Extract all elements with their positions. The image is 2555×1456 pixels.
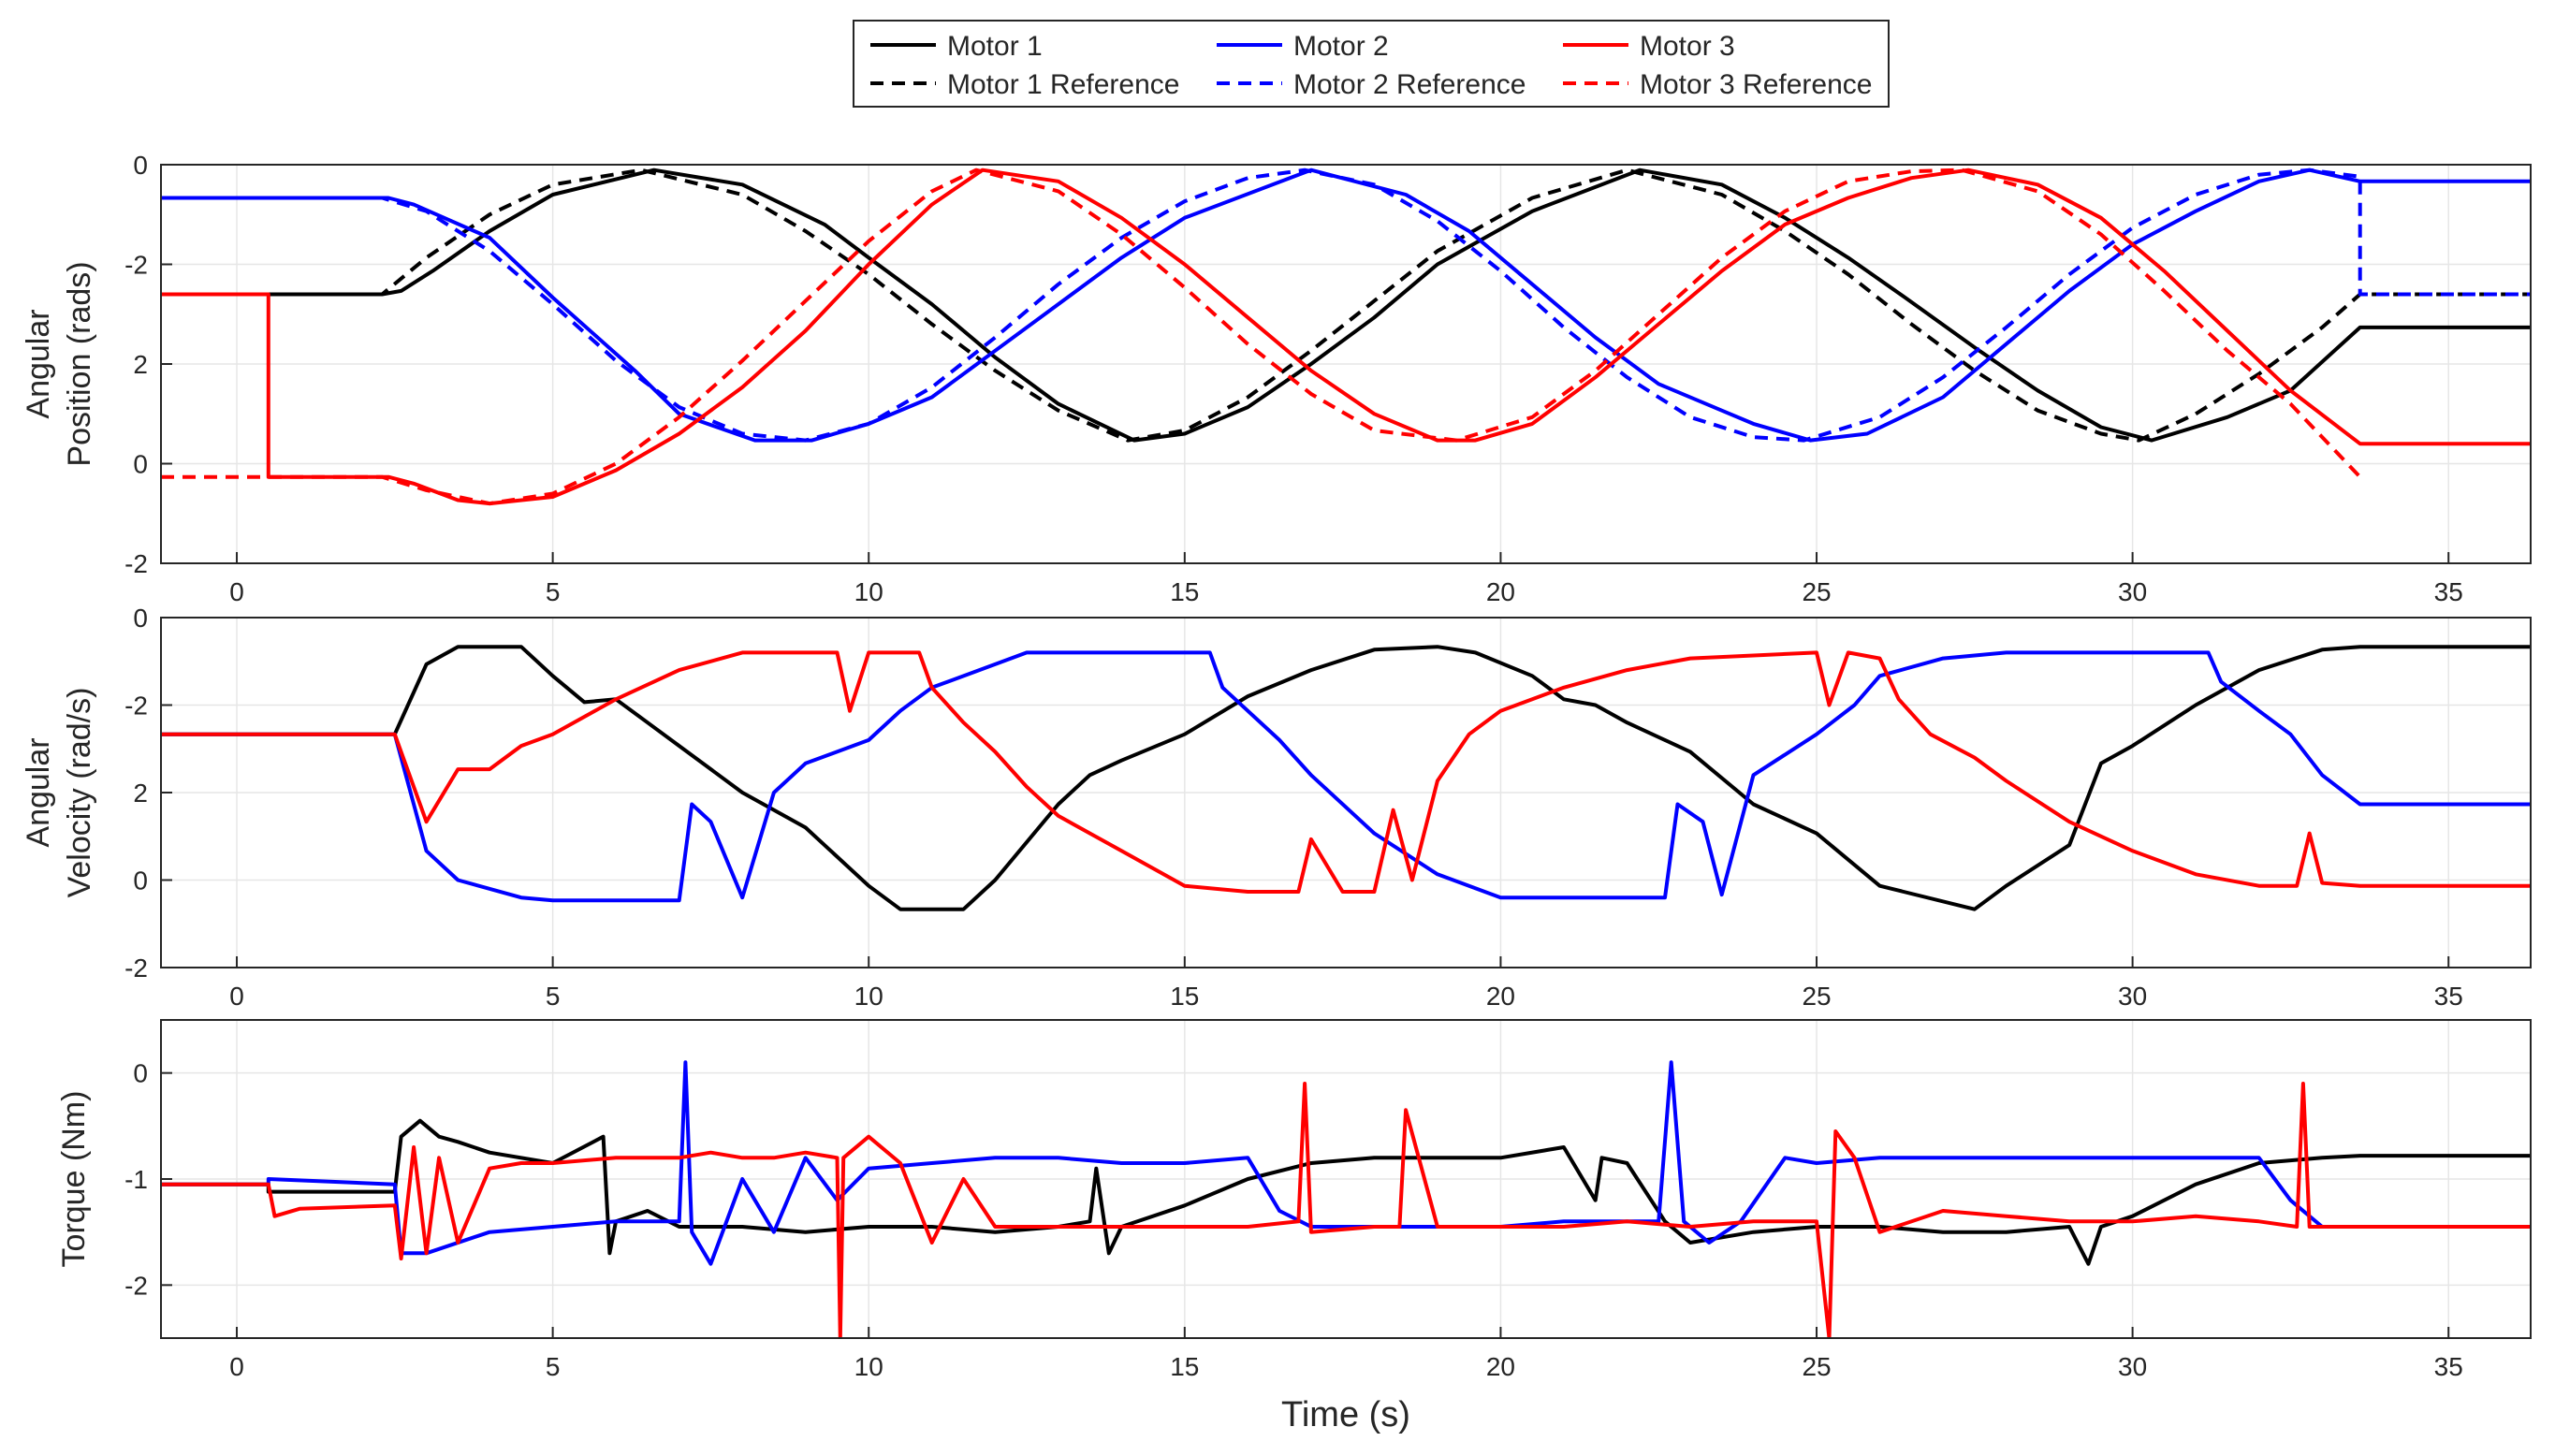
y-tick-label: -2 (124, 692, 148, 721)
legend-entry-motor-2: Motor 2 (1217, 31, 1389, 62)
y-tick-label: 2 (133, 779, 148, 808)
position-panel: -2 0 2 -2 0 0 5 10 15 20 25 30 35 Angular Position … (21, 151, 2532, 606)
velocity-panel: -2 0 2 -2 0 0 5 10 15 20 25 30 35 Angular Velocity … (21, 604, 2532, 1011)
x-tick-label: 30 (2118, 982, 2147, 1011)
x-tick-label: 0 (229, 1352, 244, 1381)
legend-entry-motor-3: Motor 3 (1563, 31, 1735, 62)
x-tick-label: 30 (2118, 577, 2147, 606)
x-tick-label: 10 (854, 1352, 883, 1381)
plot-frame (160, 1019, 2532, 1339)
series-motor-3 (161, 167, 2531, 506)
torque-panel: -2 -1 0 0 5 10 15 20 25 30 35 Torque (Nm) Time (s… (56, 1019, 2532, 1434)
series-motor-1-reference (161, 167, 2531, 443)
x-axis-label: Time (s) (1281, 1395, 1410, 1434)
x-tick-labels: 0 5 10 15 20 25 30 35 (229, 577, 2463, 606)
x-tick-label: 5 (546, 577, 561, 606)
y-axis-label-line-2: Velocity (rad/s) (62, 688, 97, 898)
series-motor-3 (161, 650, 2531, 894)
y-tick-label: 0 (133, 866, 148, 895)
y-tick-labels: -2 0 2 -2 0 (124, 604, 148, 983)
legend-entry-motor-2-reference: Motor 2 Reference (1217, 69, 1526, 100)
y-axis-label-line-1: Angular (21, 309, 56, 418)
x-tick-label: 20 (1486, 1352, 1515, 1381)
y-tick-label: 2 (133, 350, 148, 379)
x-tick-label: 0 (229, 577, 244, 606)
plot-frame (160, 617, 2532, 968)
legend-label: Motor 3 (1640, 31, 1735, 62)
y-tick-label: -1 (124, 1165, 148, 1194)
series-motor-1 (161, 167, 2531, 443)
series-motor-2-reference (161, 167, 2531, 443)
legend-label: Motor 2 (1293, 31, 1389, 62)
series-layer (161, 167, 2531, 506)
x-tick-label: 20 (1486, 577, 1515, 606)
x-tick-label: 5 (546, 1352, 561, 1381)
series-layer (161, 1060, 2531, 1338)
series-layer (161, 645, 2531, 911)
x-tick-label: 35 (2434, 1352, 2463, 1381)
plot-frame (160, 164, 2532, 564)
y-axis-label-line-1: Angular (21, 737, 56, 847)
y-tick-label: 0 (133, 151, 148, 180)
x-tick-label: 20 (1486, 982, 1515, 1011)
y-axis-label-line-2: Position (rads) (62, 261, 97, 466)
series-motor-2 (161, 1060, 2531, 1266)
y-tick-label: -2 (124, 251, 148, 280)
y-axis-label: Torque (Nm) (56, 1091, 92, 1268)
x-tick-label: 5 (546, 982, 561, 1011)
series-motor-3 (161, 1082, 2531, 1338)
legend-label: Motor 3 Reference (1640, 69, 1872, 100)
x-tick-label: 15 (1170, 1352, 1199, 1381)
y-tick-labels: -2 -1 0 (124, 1059, 148, 1301)
series-motor-3-reference (161, 167, 2362, 506)
legend-entry-motor-1-reference: Motor 1 Reference (870, 69, 1179, 100)
y-tick-label: 0 (133, 604, 148, 633)
series-motor-1 (161, 1118, 2531, 1266)
y-tick-label: -2 (124, 1271, 148, 1300)
y-tick-label: 0 (133, 450, 148, 479)
y-tick-label: -2 (124, 954, 148, 983)
y-tick-label: -2 (124, 549, 148, 578)
x-tick-label: 35 (2434, 577, 2463, 606)
x-tick-label: 35 (2434, 982, 2463, 1011)
x-tick-labels: 0 5 10 15 20 25 30 35 (229, 1352, 2463, 1381)
x-tick-label: 10 (854, 577, 883, 606)
series-motor-2 (161, 650, 2531, 903)
x-tick-label: 25 (1802, 577, 1831, 606)
x-tick-label: 25 (1802, 982, 1831, 1011)
grid (161, 1020, 2531, 1338)
x-tick-label: 0 (229, 982, 244, 1011)
x-tick-labels: 0 5 10 15 20 25 30 35 (229, 982, 2463, 1011)
legend-label: Motor 1 (947, 31, 1043, 62)
x-tick-label: 10 (854, 982, 883, 1011)
legend-label: Motor 1 Reference (947, 69, 1179, 100)
x-tick-label: 15 (1170, 577, 1199, 606)
legend-entry-motor-3-reference: Motor 3 Reference (1563, 69, 1872, 100)
x-tick-label: 15 (1170, 982, 1199, 1011)
legend-entry-motor-1: Motor 1 (870, 31, 1043, 62)
y-tick-label: 0 (133, 1059, 148, 1088)
legend-label: Motor 2 Reference (1293, 69, 1526, 100)
legend-box (853, 20, 1890, 108)
x-tick-label: 30 (2118, 1352, 2147, 1381)
x-tick-label: 25 (1802, 1352, 1831, 1381)
series-motor-2 (161, 167, 2531, 443)
legend: Motor 1 Motor 2 Motor 3 Motor 1 Referenc… (853, 20, 1890, 108)
y-tick-labels: -2 0 2 -2 0 (124, 151, 148, 578)
